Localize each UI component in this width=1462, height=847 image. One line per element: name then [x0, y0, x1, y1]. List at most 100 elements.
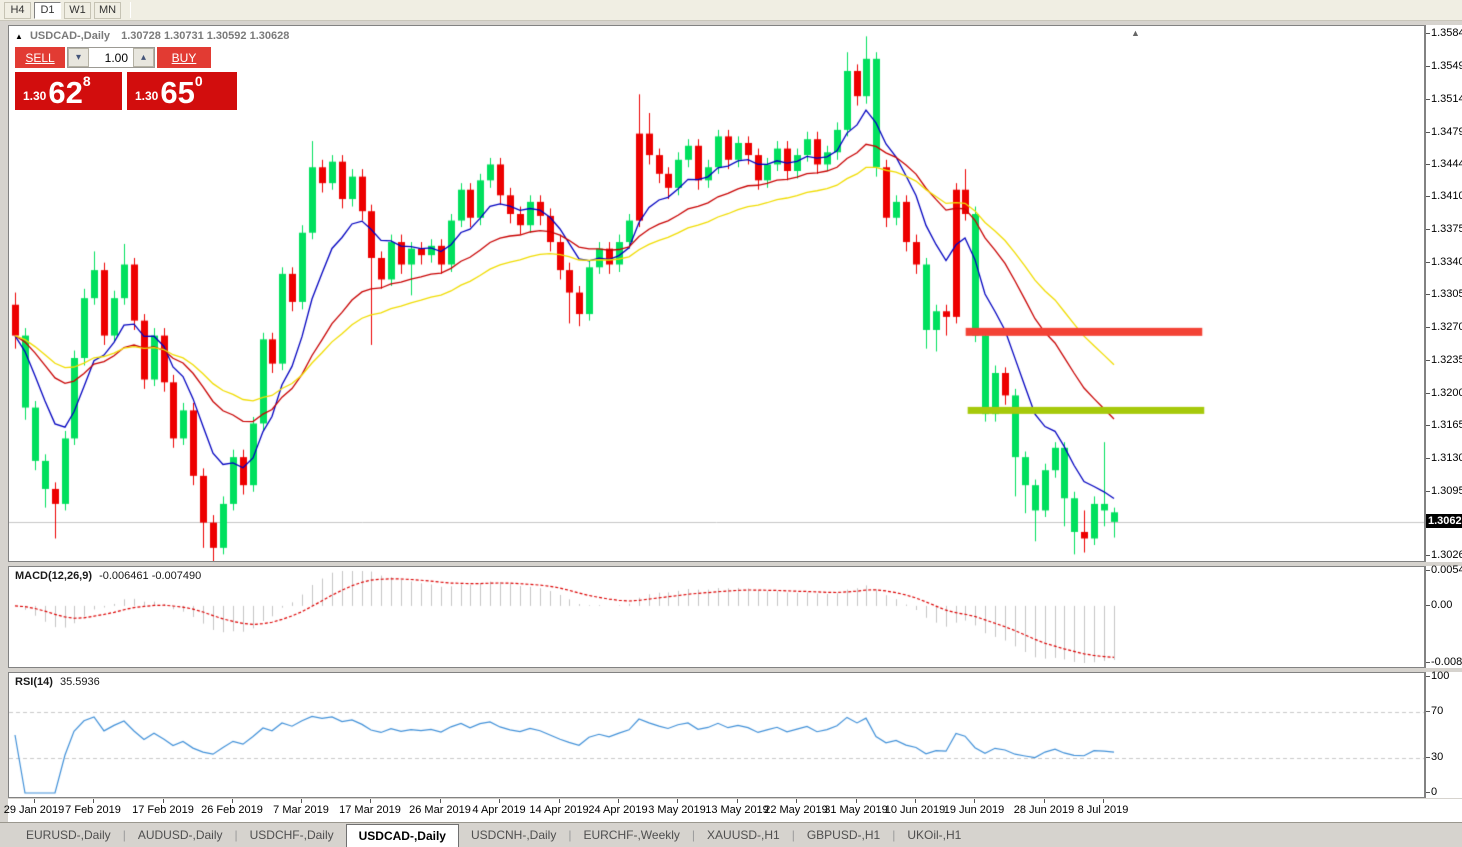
chart-tab-usdcad-daily[interactable]: USDCAD-,Daily [345, 824, 459, 847]
price-axis-label: 1.30950 [1431, 485, 1462, 497]
rsi-axis-label: 100 [1431, 670, 1450, 682]
chart-tab-eurusd-daily[interactable]: EURUSD-,Daily [26, 828, 111, 842]
axis-tick [1426, 66, 1430, 67]
chart-tab-usdchf-daily[interactable]: USDCHF-,Daily [249, 828, 334, 842]
time-axis-tick [559, 799, 560, 803]
tab-separator: | [892, 828, 896, 842]
volume-input[interactable] [89, 48, 133, 67]
chart-symbol-label: USDCAD-,Daily [29, 30, 111, 42]
chart-tab-xauusd-h1[interactable]: XAUUSD-,H1 [707, 828, 780, 842]
axis-tick [1426, 164, 1430, 165]
time-axis-label: 26 Feb 2019 [201, 804, 263, 816]
time-axis-tick [232, 799, 233, 803]
macd-values: -0.006461 -0.007490 [99, 570, 202, 582]
price-axis-label: 1.33400 [1431, 256, 1462, 268]
time-axis-tick [856, 799, 857, 803]
time-axis-tick [301, 799, 302, 803]
axis-tick [1426, 294, 1430, 295]
axis-tick [1426, 662, 1430, 663]
time-axis-tick [618, 799, 619, 803]
panel-splitter[interactable] [0, 562, 1462, 566]
volume-increase-icon[interactable]: ▴ [133, 48, 154, 67]
time-axis-label: 10 Jun 2019 [884, 804, 946, 816]
chart-ohlc-values: 1.30728 1.30731 1.30592 1.30628 [121, 30, 290, 42]
time-axis-label: 22 May 2019 [764, 804, 828, 816]
rsi-axis[interactable]: 100 70 30 0 [1425, 670, 1462, 798]
rsi-panel: RSI(14) 35.5936 [8, 672, 1425, 798]
buy-price-big: 65 [160, 75, 195, 110]
chart-tab-gbpusd-h1[interactable]: GBPUSD-,H1 [806, 828, 881, 842]
time-axis-tick [974, 799, 975, 803]
time-axis-label: 13 May 2019 [705, 804, 769, 816]
axis-tick [1426, 676, 1430, 677]
macd-axis-label: 0.00 [1431, 599, 1453, 611]
collapse-triangle-icon[interactable]: ▲ [15, 32, 23, 41]
rsi-axis-label: 0 [1431, 786, 1438, 798]
volume-decrease-icon[interactable]: ▾ [68, 48, 89, 67]
macd-label: MACD(12,26,9) -0.006461 -0.007490 [15, 570, 201, 582]
chart-tab-audusd-daily[interactable]: AUDUSD-,Daily [137, 828, 223, 842]
rsi-axis-label: 30 [1431, 751, 1444, 763]
toolbar-separator [130, 2, 131, 18]
time-axis-label: 31 May 2019 [824, 804, 888, 816]
volume-spinner: ▾ ▴ [67, 47, 155, 68]
price-axis-label: 1.31300 [1431, 452, 1462, 464]
price-axis[interactable]: 1.30628 1.35840 1.35490 1.35140 1.34790 1.34… [1425, 25, 1462, 562]
axis-tick [1426, 327, 1430, 328]
time-axis-label: 29 Jan 2019 [3, 804, 65, 816]
sell-price-prefix: 1.30 [23, 89, 47, 103]
rsi-name: RSI(14) [15, 676, 53, 688]
rsi-value: 35.5936 [59, 676, 100, 688]
sell-price-big: 62 [48, 75, 83, 110]
buy-button[interactable]: BUY [157, 47, 211, 68]
timeframe-button-mn[interactable]: MN [94, 1, 121, 19]
axis-tick [1426, 792, 1430, 793]
price-axis-label: 1.32350 [1431, 354, 1462, 366]
sell-price-sup: 8 [82, 73, 91, 89]
macd-axis[interactable]: 0.005484 0.00 -0.008973 [1425, 564, 1462, 668]
price-axis-label: 1.35490 [1431, 60, 1462, 72]
macd-name: MACD(12,26,9) [15, 570, 93, 582]
time-axis-tick [163, 799, 164, 803]
time-axis-label: 28 Jun 2019 [1013, 804, 1075, 816]
time-axis-label: 3 May 2019 [648, 804, 706, 816]
rsi-canvas[interactable] [9, 673, 1424, 797]
panel-splitter[interactable] [0, 668, 1462, 672]
chart-tab-ukoil-h1[interactable]: UKOil-,H1 [907, 828, 962, 842]
price-axis-label: 1.35140 [1431, 93, 1462, 105]
timeframe-button-h4[interactable]: H4 [4, 1, 31, 19]
timeframe-button-w1[interactable]: W1 [64, 1, 91, 19]
time-axis-label: 7 Mar 2019 [273, 804, 329, 816]
price-chart-panel: ▲ USDCAD-,Daily 1.30728 1.30731 1.30592 … [8, 25, 1425, 562]
axis-tick [1426, 99, 1430, 100]
axis-tick [1426, 360, 1430, 361]
sell-quote-box[interactable]: 1.30 62 8 [15, 72, 122, 110]
macd-axis-label: 0.005484 [1431, 564, 1462, 576]
time-axis-label: 4 Apr 2019 [472, 804, 526, 816]
chart-tab-bar: EURUSD-,Daily | AUDUSD-,Daily | USDCHF-,Dail… [0, 822, 1462, 847]
chart-tab-usdcnh-daily[interactable]: USDCNH-,Daily [470, 828, 557, 842]
sell-button[interactable]: SELL [15, 47, 65, 68]
macd-axis-label: -0.008973 [1431, 656, 1462, 668]
time-axis-label: 17 Feb 2019 [132, 804, 194, 816]
buy-price-prefix: 1.30 [135, 89, 159, 103]
time-axis-label: 26 Mar 2019 [409, 804, 471, 816]
current-price-tag: 1.30628 [1426, 514, 1462, 528]
time-axis[interactable]: 29 Jan 2019 7 Feb 2019 17 Feb 2019 26 Feb 2… [4, 799, 1462, 822]
chart-shift-icon[interactable]: ▲ [1131, 28, 1140, 38]
tab-separator: | [791, 828, 795, 842]
timeframe-button-d1[interactable]: D1 [34, 1, 61, 19]
price-axis-label: 1.31650 [1431, 419, 1462, 431]
axis-tick [1426, 458, 1430, 459]
chart-tab-eurchf-weekly[interactable]: EURCHF-,Weekly [583, 828, 680, 842]
buy-quote-box[interactable]: 1.30 65 0 [127, 72, 237, 110]
time-axis-tick [1044, 799, 1045, 803]
time-axis-tick [737, 799, 738, 803]
price-chart-canvas[interactable] [9, 26, 1424, 561]
time-axis-label: 24 Apr 2019 [588, 804, 648, 816]
axis-tick [1426, 491, 1430, 492]
time-axis-tick [796, 799, 797, 803]
time-axis-label: 7 Feb 2019 [65, 804, 121, 816]
macd-canvas[interactable] [9, 567, 1424, 667]
